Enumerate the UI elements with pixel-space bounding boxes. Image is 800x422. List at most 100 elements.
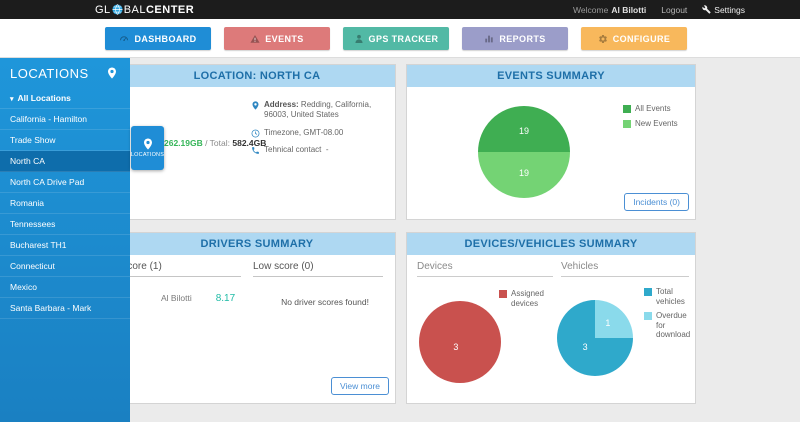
sidebar-item-north-ca-drive-pad[interactable]: North CA Drive Pad: [0, 172, 130, 193]
sidebar-item-all-locations[interactable]: All Locations: [0, 88, 130, 109]
address-row: Address: Redding, California, 96003, Uni…: [251, 100, 391, 121]
sidebar-item-label: Trade Show: [10, 135, 56, 145]
events-legend: All Events New Events: [623, 104, 678, 133]
storage-usage: 262.19GB / Total: 582.4GB: [164, 138, 266, 148]
sidebar-item-label: Tennessees: [10, 219, 56, 229]
legend-item-new-events: New Events: [623, 119, 678, 129]
drivers-panel-title: DRIVERS SUMMARY: [119, 233, 395, 255]
view-more-button[interactable]: View more: [331, 377, 389, 395]
drivers-summary-panel: DRIVERS SUMMARY High score (1) Low score…: [99, 232, 396, 404]
legend-swatch: [623, 119, 631, 128]
legend-label: Assigned devices: [511, 289, 544, 308]
gauge-icon: [119, 34, 129, 44]
events-summary-panel: EVENTS SUMMARY 19 19 All Events New Even…: [406, 64, 696, 220]
legend-label: All Events: [635, 104, 671, 113]
locations-sidebar-header: LOCATIONS: [0, 58, 130, 88]
events-pie-chart: 19 19: [478, 106, 570, 198]
nav-label: DASHBOARD: [134, 33, 197, 44]
nav-reports-button[interactable]: REPORTS: [462, 27, 568, 50]
person-icon: [354, 34, 364, 44]
events-panel-title: EVENTS SUMMARY: [407, 65, 695, 87]
devices-panel-title: DEVICES/VEHICLES SUMMARY: [407, 233, 695, 255]
contact-text: Tehnical contact -: [264, 145, 329, 155]
settings-link[interactable]: Settings: [702, 5, 745, 15]
nav-events-button[interactable]: EVENTS: [224, 27, 330, 50]
pie-value-all-events: 19: [518, 125, 530, 136]
settings-label: Settings: [714, 4, 745, 15]
legend-item-all-events: All Events: [623, 104, 678, 114]
logo-text: GL: [95, 3, 111, 16]
sidebar-item-santa-barbara-mark[interactable]: Santa Barbara - Mark: [0, 298, 130, 319]
legend-swatch: [623, 105, 631, 113]
storage-total-value: 582.4GB: [232, 138, 267, 148]
storage-separator: / Total:: [202, 138, 233, 148]
sidebar-item-label: North CA: [10, 156, 45, 166]
sidebar-item-mexico[interactable]: Mexico: [0, 277, 130, 298]
driver-score-value: 8.17: [215, 293, 236, 304]
location-panel-title: LOCATION: NORTH CA: [119, 65, 395, 87]
top-bar-right: Welcome Al Bilotti Logout Settings: [573, 0, 745, 19]
handle-label: LOCATIONS: [130, 152, 165, 158]
nav-label: CONFIGURE: [612, 33, 671, 44]
driver-score-row[interactable]: Al Bilotti 8.17: [161, 293, 235, 304]
pie-value-overdue: 1: [605, 317, 611, 328]
logout-link[interactable]: Logout: [661, 4, 688, 15]
sidebar-item-label: North CA Drive Pad: [10, 177, 85, 187]
caret-down-icon: [10, 93, 18, 103]
legend-label: Overdue for download: [656, 311, 691, 340]
sidebar-item-romania[interactable]: Romania: [0, 193, 130, 214]
locations-sidebar-toggle[interactable]: LOCATIONS: [131, 126, 164, 170]
nav-label: GPS TRACKER: [368, 33, 439, 44]
sidebar-item-label: Romania: [10, 198, 45, 208]
devices-subheader: Devices: [417, 261, 553, 277]
pie-value-new-events: 19: [518, 168, 530, 179]
storage-used-value: 262.19GB: [164, 138, 203, 148]
location-pin-icon: [142, 138, 154, 150]
sidebar-item-label: Mexico: [10, 282, 37, 292]
incidents-button[interactable]: Incidents (0): [624, 193, 689, 211]
sidebar-item-label: Santa Barbara - Mark: [10, 303, 92, 313]
devices-legend: Assigned devices: [499, 289, 559, 313]
location-pin-icon: [106, 67, 118, 79]
driver-name: Al Bilotti: [161, 293, 192, 303]
wrench-icon: [702, 5, 711, 14]
sidebar-item-bucharest-th1[interactable]: Bucharest TH1: [0, 235, 130, 256]
gear-icon: [598, 34, 608, 44]
legend-swatch: [644, 312, 652, 321]
welcome-text: Welcome Al Bilotti: [573, 4, 647, 15]
locations-sidebar: LOCATIONS All Locations California - Ham…: [0, 58, 130, 422]
contact-row: Tehnical contact -: [251, 145, 391, 155]
legend-item-total-vehicles: Total vehicles: [644, 287, 692, 306]
no-scores-message: No driver scores found!: [281, 297, 369, 307]
vehicles-pie-chart: 3 1: [557, 300, 633, 376]
logo-text: BAL: [123, 3, 146, 16]
sidebar-item-tennessees[interactable]: Tennessees: [0, 214, 130, 235]
map-pin-icon: [251, 101, 260, 110]
sidebar-item-california-hamilton[interactable]: California - Hamilton: [0, 109, 130, 130]
pie-value-assigned-devices: 3: [453, 341, 459, 352]
sidebar-item-label: California - Hamilton: [10, 114, 87, 124]
legend-label: Total vehicles: [656, 287, 685, 306]
nav-configure-button[interactable]: CONFIGURE: [581, 27, 687, 50]
sidebar-item-trade-show[interactable]: Trade Show: [0, 130, 130, 151]
legend-item-overdue: Overdue for download: [644, 311, 692, 340]
nav-dashboard-button[interactable]: DASHBOARD: [105, 27, 211, 50]
nav-label: REPORTS: [499, 33, 546, 44]
logo-text: CENTER: [145, 3, 195, 16]
top-bar: GL BAL CENTER Welcome Al Bilotti Logout S…: [0, 0, 800, 19]
sidebar-item-north-ca[interactable]: North CA: [0, 151, 130, 172]
high-score-header: High score (1): [99, 261, 241, 277]
devices-vehicles-panel: DEVICES/VEHICLES SUMMARY Devices Vehicle…: [406, 232, 696, 404]
username: Al Bilotti: [611, 4, 647, 15]
sidebar-item-connecticut[interactable]: Connecticut: [0, 256, 130, 277]
low-score-header: Low score (0): [253, 261, 383, 277]
main-nav: DASHBOARD EVENTS GPS TRACKER REPORTS CON…: [0, 19, 800, 58]
sidebar-title: LOCATIONS: [10, 65, 89, 81]
nav-gps-tracker-button[interactable]: GPS TRACKER: [343, 27, 449, 50]
legend-swatch: [499, 290, 507, 298]
legend-item-assigned-devices: Assigned devices: [499, 289, 559, 308]
location-panel: LOCATION: NORTH CA 262.19GB / Total: 582…: [118, 64, 396, 220]
clock-icon: [251, 129, 260, 138]
legend-swatch: [644, 288, 652, 296]
vehicles-legend: Total vehicles Overdue for download: [644, 287, 692, 345]
